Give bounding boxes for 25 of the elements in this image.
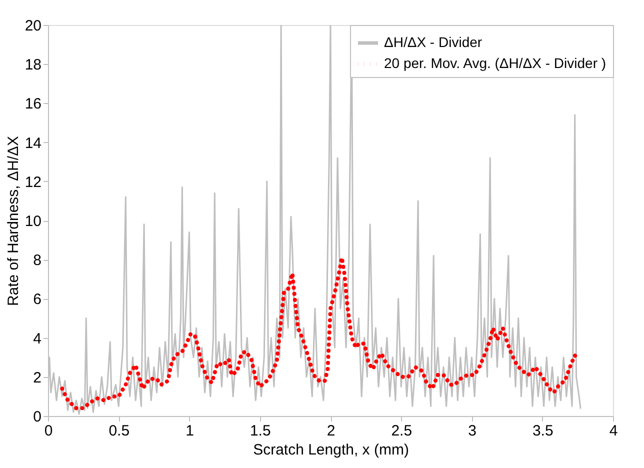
x-tick-label: 0 xyxy=(44,422,53,440)
y-tick-label: 2 xyxy=(33,369,42,386)
legend-label: 20 per. Mov. Avg. (ΔH/ΔX - Divider ) xyxy=(384,55,606,71)
x-tick-label: 3.5 xyxy=(532,422,554,440)
line-series xyxy=(60,256,580,410)
y-tick-label: 14 xyxy=(24,134,42,152)
y-tick-label: 0 xyxy=(33,408,42,426)
x-tick-label: 3 xyxy=(468,422,476,440)
y-tick-label: 6 xyxy=(33,291,42,308)
y-tick-label: 20 xyxy=(24,18,42,34)
x-tick-label: 4 xyxy=(609,422,618,440)
x-tick-label: 0.5 xyxy=(108,422,130,440)
y-tick-label: 8 xyxy=(33,252,42,270)
y-axis-title: Rate of Hardness, ΔH/ΔX xyxy=(4,136,22,306)
y-tick-label: 16 xyxy=(24,96,42,113)
x-axis-title: Scratch Length, x (mm) xyxy=(253,442,409,458)
x-tick-label: 1.5 xyxy=(250,422,271,440)
y-tick-label: 4 xyxy=(33,330,42,348)
legend-label: ΔH/ΔX - Divider xyxy=(384,34,482,50)
x-tick-label: 2.5 xyxy=(391,422,412,440)
y-tick-label: 10 xyxy=(24,213,42,230)
y-tick-label: 12 xyxy=(24,174,42,191)
x-tick-label: 1 xyxy=(186,422,194,440)
x-tick-label: 2 xyxy=(326,422,336,440)
y-tick-label: 18 xyxy=(24,56,42,74)
